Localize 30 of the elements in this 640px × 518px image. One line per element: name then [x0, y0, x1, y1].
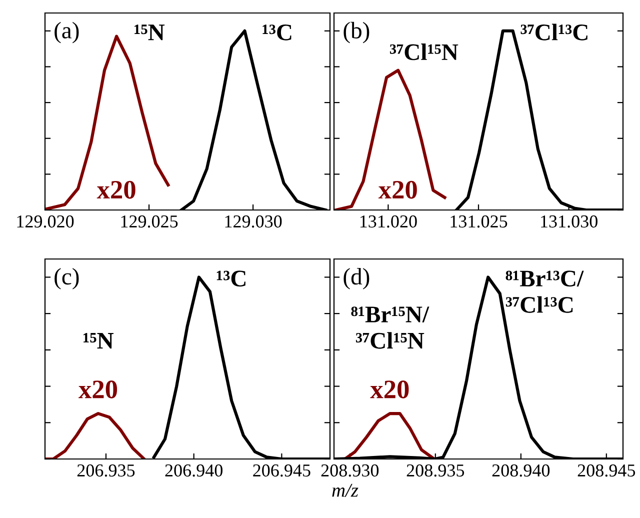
x-tick-label: 131.030 — [541, 215, 598, 228]
chart-title: (d) — [344, 268, 370, 290]
x-tick-label: 208.935 — [406, 464, 464, 477]
x-tick-label: 208.945 — [578, 464, 636, 477]
x-tick-label: 131.020 — [360, 215, 417, 228]
x-tick-label: 206.935 — [77, 464, 135, 477]
x-tick-label: 206.945 — [253, 464, 310, 477]
x-tick-label: 129.025 — [121, 215, 178, 228]
x-tick-label: 208.940 — [492, 464, 550, 477]
legend-label: ³⁷Cl¹³C — [520, 24, 588, 40]
annotation: x20 — [78, 380, 118, 398]
legend-label: ¹³C — [262, 24, 292, 40]
chart-title: (a) — [54, 22, 79, 44]
annotation: x20 — [378, 180, 417, 199]
annotation: x20 — [370, 380, 409, 398]
annotation: ³⁷Cl¹⁵N — [390, 44, 458, 60]
x-tick-label: 208.930 — [321, 464, 379, 477]
x-tick-label: 129.030 — [225, 215, 282, 228]
x-axis-title: m/z — [332, 484, 358, 497]
annotation: x20 — [96, 180, 136, 199]
x-tick-label: 129.020 — [17, 215, 74, 228]
chart-title: (c) — [54, 268, 79, 290]
chart-title: (b) — [344, 22, 370, 44]
x-tick-label: 131.025 — [450, 215, 508, 228]
series-label: ¹³C — [216, 270, 246, 287]
annotation: ¹⁵N — [84, 332, 114, 349]
x-tick-label: 206.940 — [165, 464, 222, 477]
legend-label: ⁸¹Br¹³C/ ³⁷Cl¹³C — [506, 270, 584, 313]
annotation: ¹⁵N — [134, 24, 165, 40]
annotation: ⁸¹Br¹⁵N/ ³⁷Cl¹⁵N — [351, 306, 430, 349]
